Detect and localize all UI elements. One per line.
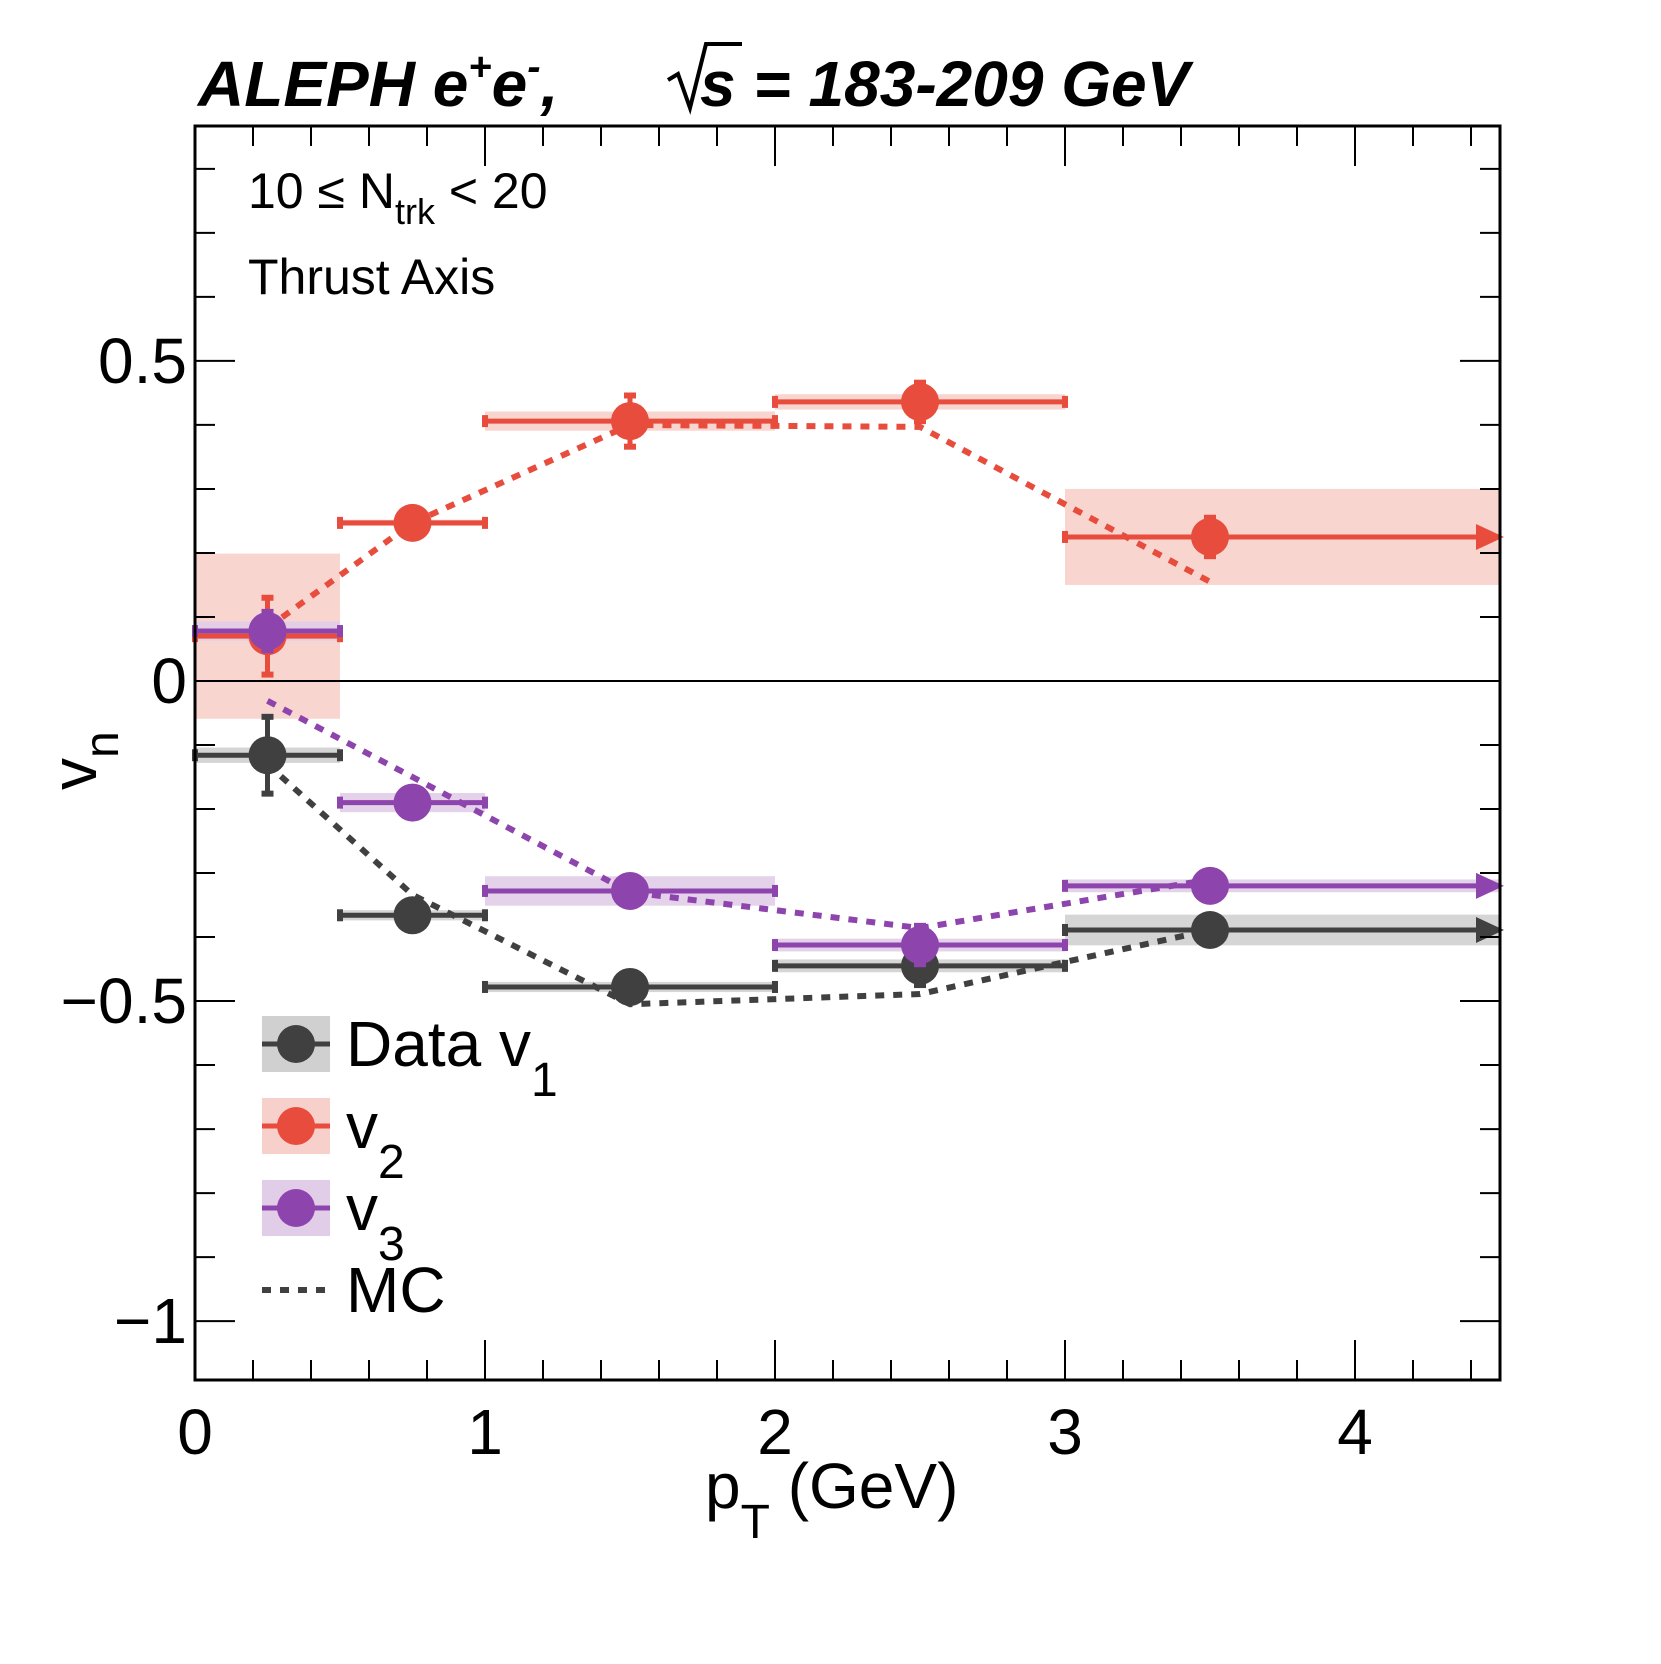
v1-data-point xyxy=(393,896,432,935)
v1-data-point xyxy=(611,967,649,1006)
v3-data-point xyxy=(248,612,287,651)
v1-xerr-cap xyxy=(337,909,343,922)
v2-yerr-cap xyxy=(261,594,274,601)
v3-yerr-cap xyxy=(261,647,274,654)
legend-label: v3 xyxy=(346,1172,405,1271)
v3-xerr-cap xyxy=(1062,939,1068,952)
v1-yerr-cap xyxy=(261,713,274,720)
x-tick-label: 3 xyxy=(1047,1396,1083,1468)
v1-xerr-cap xyxy=(1062,959,1068,972)
y-tick-label: 0.5 xyxy=(98,325,187,397)
v1-xerr-cap xyxy=(772,959,778,972)
v3-overflow-arrow xyxy=(1476,872,1504,899)
v2-xerr-cap xyxy=(1062,530,1068,543)
v3-xerr-cap xyxy=(1062,879,1068,892)
v1-data-point xyxy=(248,736,287,775)
v1-xerr-cap xyxy=(772,980,778,993)
v3-data-point xyxy=(393,783,432,822)
v1-yerr-cap xyxy=(261,790,274,797)
v3-yerr-cap xyxy=(914,961,926,968)
plot-frame xyxy=(193,124,1502,1382)
legend-swatch-marker xyxy=(277,1025,315,1063)
x-tick-label: 4 xyxy=(1337,1396,1373,1468)
v2-xerr-cap xyxy=(482,415,488,428)
v2-xerr-cap xyxy=(337,516,343,529)
chart-title: ALEPH e+e-, xyxy=(196,45,558,120)
v1-xerr-cap xyxy=(482,909,488,922)
v3-xerr-cap xyxy=(337,796,343,809)
v3-xerr-cap xyxy=(772,939,778,952)
v3-data-point xyxy=(611,871,649,910)
plot-area xyxy=(192,124,1504,1382)
y-tick-label: −1 xyxy=(114,1285,187,1357)
v3-xerr-cap xyxy=(337,625,343,638)
legend-label: v2 xyxy=(346,1090,405,1189)
legend-label: MC xyxy=(346,1254,446,1326)
v3-data-point xyxy=(901,926,939,965)
y-axis-title: vn xyxy=(38,731,129,790)
v2-xerr-cap xyxy=(482,516,488,529)
legend-label: Data v1 xyxy=(346,1008,558,1107)
v2-data-point xyxy=(393,503,432,542)
v3-yerr-cap xyxy=(914,922,926,929)
x-axis-title: pT (GeV) xyxy=(705,1450,958,1549)
x-tick-label: 0 xyxy=(177,1396,213,1468)
v3-xerr-cap xyxy=(482,796,488,809)
v2-data-point xyxy=(901,382,939,421)
v2-yerr-cap xyxy=(914,418,926,425)
v3-xerr-cap xyxy=(772,884,778,897)
ntrk-annotation: 10 ≤ Ntrk < 20 xyxy=(248,163,548,232)
v1-xerr-cap xyxy=(482,980,488,993)
x-tick-label: 1 xyxy=(467,1396,503,1468)
legend-swatch-marker xyxy=(277,1189,315,1227)
v2-xerr-cap xyxy=(772,395,778,408)
v2-yerr-cap xyxy=(1204,553,1216,560)
v2-yerr-cap xyxy=(914,379,926,386)
v3-yerr-cap xyxy=(261,608,274,615)
chart-title-energy: s = 183-209 GeV xyxy=(700,48,1195,120)
v1-data-point xyxy=(1191,910,1229,949)
v2-yerr-cap xyxy=(624,443,636,450)
v2-yerr-cap xyxy=(624,392,636,399)
v2-xerr-cap xyxy=(1062,395,1068,408)
y-tick-label: 0 xyxy=(151,645,187,717)
sqrt-symbol xyxy=(666,42,742,115)
legend-swatch-marker xyxy=(277,1107,315,1145)
v1-xerr-cap xyxy=(337,749,343,762)
v3-mc-line xyxy=(266,698,1211,932)
v1-xerr-cap xyxy=(1062,923,1068,936)
v1-yerr-cap xyxy=(914,982,926,989)
v2-xerr-cap xyxy=(772,415,778,428)
v2-data-point xyxy=(1191,517,1229,556)
y-tick-label: −0.5 xyxy=(61,965,187,1037)
x-tick-label: 2 xyxy=(757,1396,793,1468)
axis-annotation: Thrust Axis xyxy=(248,249,495,305)
v2-overflow-arrow xyxy=(1476,523,1504,550)
v2-yerr-cap xyxy=(261,671,274,678)
v2-data-point xyxy=(611,402,649,441)
v3-xerr-cap xyxy=(482,884,488,897)
v2-yerr-cap xyxy=(1204,514,1216,521)
v3-data-point xyxy=(1191,866,1229,905)
